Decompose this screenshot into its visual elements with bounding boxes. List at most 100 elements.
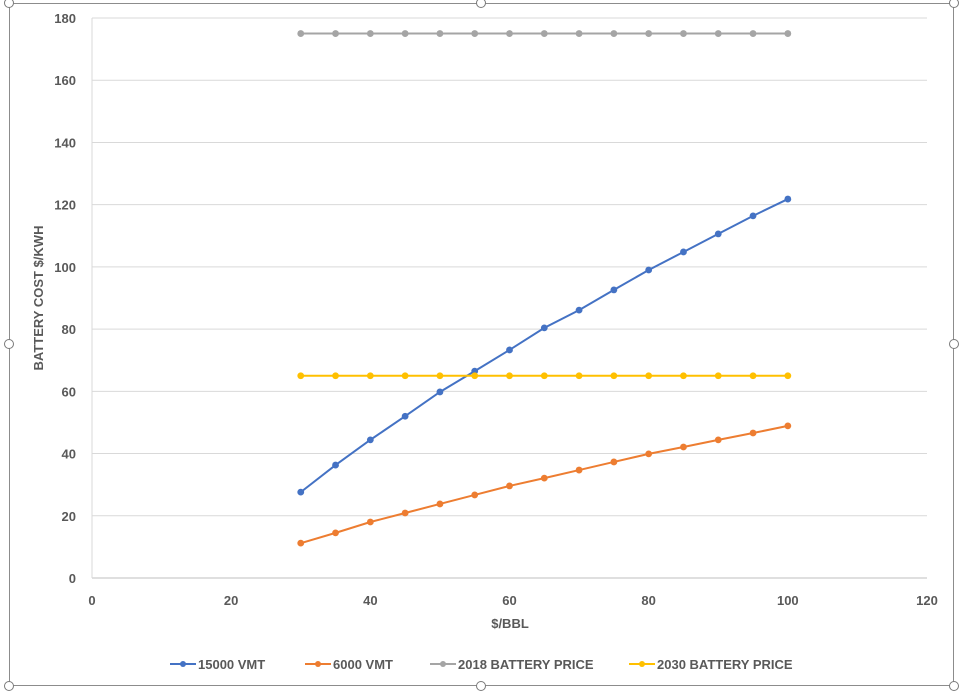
- data-point[interactable]: [401, 30, 409, 37]
- gridlines: [91, 17, 927, 579]
- data-point[interactable]: [471, 491, 479, 499]
- data-point[interactable]: [506, 482, 513, 490]
- y-tick-label: 180: [54, 11, 76, 26]
- data-point[interactable]: [540, 30, 548, 37]
- data-point[interactable]: [784, 195, 792, 203]
- series-6000-vmt[interactable]: [297, 422, 792, 547]
- data-point[interactable]: [332, 461, 339, 469]
- y-tick-label: 140: [54, 135, 76, 150]
- data-point[interactable]: [401, 509, 409, 517]
- y-axis-label: BATTERY COST $/KWH: [31, 226, 46, 371]
- data-point[interactable]: [401, 372, 409, 380]
- data-point[interactable]: [784, 30, 792, 37]
- legend-item[interactable]: 6000 VMT: [305, 657, 393, 672]
- data-point[interactable]: [610, 30, 618, 37]
- resize-handle-top-left[interactable]: [4, 0, 14, 8]
- data-point[interactable]: [575, 30, 583, 37]
- x-tick-label: 0: [88, 593, 95, 608]
- legend-marker-icon: [639, 661, 645, 667]
- legend-label: 2030 BATTERY PRICE: [657, 657, 793, 672]
- data-point[interactable]: [575, 372, 583, 380]
- data-point[interactable]: [436, 388, 444, 396]
- series-2018-battery-price[interactable]: [297, 30, 792, 37]
- data-point[interactable]: [680, 248, 687, 256]
- data-point[interactable]: [297, 539, 305, 547]
- data-point[interactable]: [540, 372, 548, 380]
- series-line: [300, 198, 789, 493]
- data-point[interactable]: [436, 372, 444, 380]
- legend: 15000 VMT 6000 VMT 2018 BATTERY PRICE 2030 …: [170, 657, 793, 672]
- data-point[interactable]: [645, 450, 653, 458]
- x-tick-label: 40: [363, 593, 377, 608]
- legend-label: 2018 BATTERY PRICE: [458, 657, 594, 672]
- x-tick-label: 20: [224, 593, 238, 608]
- legend-item[interactable]: 2030 BATTERY PRICE: [629, 657, 793, 672]
- legend-label: 15000 VMT: [198, 657, 265, 672]
- y-tick-label: 100: [54, 260, 76, 275]
- data-point[interactable]: [749, 429, 757, 437]
- data-point[interactable]: [575, 306, 583, 314]
- data-point[interactable]: [714, 436, 722, 444]
- data-point[interactable]: [506, 372, 513, 380]
- data-point[interactable]: [297, 372, 305, 380]
- data-point[interactable]: [749, 372, 757, 380]
- data-point[interactable]: [610, 458, 618, 466]
- data-point[interactable]: [645, 30, 653, 37]
- legend-item[interactable]: 2018 BATTERY PRICE: [430, 657, 594, 672]
- data-point[interactable]: [436, 500, 444, 508]
- data-point[interactable]: [366, 518, 374, 526]
- x-tick-label: 100: [777, 593, 799, 608]
- legend-label: 6000 VMT: [333, 657, 393, 672]
- data-point[interactable]: [471, 372, 479, 380]
- resize-handle-middle-left[interactable]: [4, 339, 14, 349]
- data-point[interactable]: [680, 372, 687, 380]
- series-2030-battery-price[interactable]: [297, 372, 792, 380]
- x-axis-ticks: 0 20 40 60 80 100 120: [88, 593, 937, 608]
- data-point[interactable]: [680, 30, 687, 37]
- data-point[interactable]: [471, 367, 479, 375]
- data-point[interactable]: [784, 422, 792, 430]
- data-point[interactable]: [540, 474, 548, 482]
- data-point[interactable]: [332, 529, 339, 537]
- data-point[interactable]: [366, 372, 374, 380]
- x-tick-label: 120: [916, 593, 938, 608]
- y-tick-label: 20: [62, 509, 76, 524]
- data-point[interactable]: [714, 30, 722, 37]
- legend-marker-icon: [315, 661, 321, 667]
- data-point[interactable]: [436, 30, 444, 37]
- legend-marker-icon: [180, 661, 186, 667]
- resize-handle-top-center[interactable]: [476, 0, 486, 8]
- data-point[interactable]: [366, 436, 374, 444]
- data-point[interactable]: [749, 30, 757, 37]
- series-line: [300, 424, 789, 545]
- data-point[interactable]: [506, 346, 513, 354]
- data-point[interactable]: [297, 30, 305, 37]
- data-point[interactable]: [645, 372, 653, 380]
- data-point[interactable]: [714, 230, 722, 238]
- data-point[interactable]: [784, 372, 792, 380]
- legend-item[interactable]: 15000 VMT: [170, 657, 265, 672]
- data-point[interactable]: [610, 372, 618, 380]
- data-point[interactable]: [680, 443, 687, 451]
- data-point[interactable]: [749, 212, 757, 220]
- resize-handle-middle-right[interactable]: [949, 339, 959, 349]
- series-lines: [297, 30, 792, 547]
- data-point[interactable]: [575, 466, 583, 474]
- data-point[interactable]: [471, 30, 479, 37]
- data-point[interactable]: [506, 30, 513, 37]
- data-point[interactable]: [297, 488, 305, 496]
- resize-handle-top-right[interactable]: [949, 0, 959, 8]
- y-axis-ticks: 0 20 40 60 80 100 120 140 160 180: [54, 11, 76, 586]
- y-tick-label: 40: [62, 447, 76, 462]
- data-point[interactable]: [714, 372, 722, 380]
- series-15000-vmt[interactable]: [297, 195, 792, 496]
- data-point[interactable]: [610, 286, 618, 294]
- data-point[interactable]: [332, 372, 339, 380]
- data-point[interactable]: [645, 266, 653, 274]
- data-point[interactable]: [366, 30, 374, 37]
- data-point[interactable]: [401, 412, 409, 420]
- data-point[interactable]: [332, 30, 339, 37]
- data-point[interactable]: [540, 324, 548, 332]
- y-tick-label: 120: [54, 198, 76, 213]
